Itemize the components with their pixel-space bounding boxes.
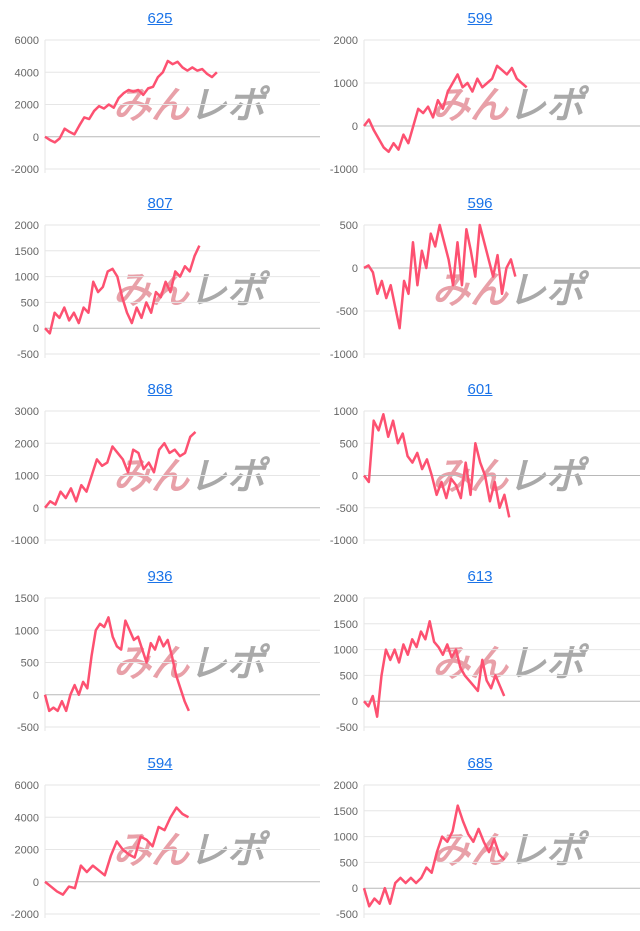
y-tick-label: 1500	[15, 593, 39, 605]
y-tick-label: 1000	[334, 78, 358, 90]
chart-panel-685: みんレポ 2000 1500 1000 500 0 -500 685	[320, 745, 640, 931]
y-tick-label: -500	[336, 722, 358, 734]
chart-title-link[interactable]: 625	[147, 10, 173, 27]
y-tick-label: 2000	[334, 593, 358, 605]
line-chart: みんレポ 2000 1500 1000 500 0 -500	[15, 220, 320, 361]
y-tick-label: 0	[33, 877, 39, 889]
y-tick-label: 2000	[15, 438, 39, 450]
y-tick-label: -2000	[11, 909, 39, 921]
y-tick-label: 2000	[15, 220, 39, 232]
chart-title-link[interactable]: 596	[467, 195, 493, 212]
y-tick-label: -500	[336, 909, 358, 921]
y-tick-label: -500	[17, 349, 39, 361]
chart-panel-601: みんレポ 1000 500 0 -500 -1000 601	[320, 371, 640, 557]
line-chart: みんレポ 2000 1500 1000 500 0 -500	[334, 593, 640, 734]
y-tick-label: 500	[21, 297, 39, 309]
y-tick-label: -1000	[330, 535, 358, 547]
series-line	[363, 64, 528, 154]
y-tick-label: 0	[352, 263, 358, 275]
watermark-logo: みんレポ	[432, 641, 590, 685]
y-tick-label: 4000	[15, 67, 39, 79]
y-tick-label: 6000	[15, 780, 39, 792]
y-tick-label: 0	[352, 121, 358, 133]
chart-title-link[interactable]: 936	[147, 568, 173, 585]
y-tick-label: 4000	[15, 812, 39, 824]
y-tick-label: 1000	[334, 832, 358, 844]
y-tick-label: 0	[33, 503, 39, 515]
y-tick-label: 0	[33, 690, 39, 702]
y-tick-label: -1000	[330, 349, 358, 361]
y-tick-label: 0	[33, 323, 39, 335]
chart-title-link[interactable]: 594	[147, 755, 173, 772]
series-line	[43, 616, 190, 713]
y-tick-label: 3000	[15, 406, 39, 418]
chart-panel-596: みんレポ 500 0 -500 -1000 596	[320, 185, 640, 371]
y-tick-label: -2000	[11, 164, 39, 176]
y-tick-label: 2000	[15, 845, 39, 857]
y-tick-label: 1500	[334, 619, 358, 631]
y-tick-label: -500	[336, 306, 358, 318]
y-tick-label: 2000	[334, 780, 358, 792]
chart-title-link[interactable]: 868	[147, 381, 173, 398]
y-tick-label: 1000	[15, 272, 39, 284]
chart-title-link[interactable]: 685	[467, 755, 493, 772]
watermark-logo: みんレポ	[113, 268, 271, 312]
y-tick-label: -500	[17, 722, 39, 734]
series-line	[44, 245, 201, 335]
watermark-logo: みんレポ	[432, 268, 590, 312]
y-tick-label: 1500	[334, 806, 358, 818]
chart-title-link[interactable]: 601	[467, 381, 493, 398]
chart-title-link[interactable]: 807	[147, 195, 173, 212]
y-tick-label: -1000	[330, 164, 358, 176]
y-tick-label: 500	[340, 857, 358, 869]
series-line	[362, 804, 506, 908]
series-line	[44, 806, 190, 896]
y-tick-label: 2000	[15, 100, 39, 112]
chart-panel-625: みんレポ 6000 4000 2000 0 -2000 625	[0, 0, 320, 186]
y-tick-label: -500	[336, 503, 358, 515]
chart-panel-599: みんレポ 2000 1000 0 -1000 599	[320, 0, 640, 186]
chart-panel-613: みんレポ 2000 1500 1000 500 0 -500 613	[320, 558, 640, 744]
y-tick-label: 2000	[334, 35, 358, 47]
watermark-logo: みんレポ	[432, 83, 590, 127]
y-tick-label: 0	[352, 696, 358, 708]
chart-panel-594: みんレポ 6000 4000 2000 0 -2000 594	[0, 745, 320, 931]
chart-title-link[interactable]: 613	[467, 568, 493, 585]
y-tick-label: 500	[340, 670, 358, 682]
series-line	[363, 412, 511, 518]
y-tick-label: 0	[33, 132, 39, 144]
chart-title-link[interactable]: 599	[467, 10, 493, 27]
watermark-logo: みんレポ	[432, 828, 590, 872]
line-chart: みんレポ 2000 1500 1000 500 0 -500	[334, 780, 640, 921]
y-tick-label: 1000	[15, 625, 39, 637]
y-tick-label: 6000	[15, 35, 39, 47]
chart-panel-807: みんレポ 2000 1500 1000 500 0 -500 807	[0, 185, 320, 371]
y-tick-label: 1000	[15, 471, 39, 483]
series-line	[363, 619, 506, 718]
series-line	[44, 59, 218, 144]
line-chart: みんレポ 2000 1000 0 -1000	[330, 35, 640, 176]
chart-panel-868: みんレポ 3000 2000 1000 0 -1000 868	[0, 371, 320, 557]
chart-panel-936: みんレポ 1500 1000 500 0 -500 936	[0, 558, 320, 744]
y-tick-label: 1500	[15, 246, 39, 258]
line-chart: みんレポ 500 0 -500 -1000	[330, 220, 640, 361]
y-tick-label: 0	[352, 883, 358, 895]
y-tick-label: 1000	[334, 406, 358, 418]
y-tick-label: 1000	[334, 645, 358, 657]
y-tick-label: 500	[21, 658, 39, 670]
y-tick-label: 500	[340, 438, 358, 450]
y-tick-label: -1000	[11, 535, 39, 547]
y-tick-label: 500	[340, 220, 358, 232]
series-line	[44, 431, 197, 509]
y-tick-label: 0	[352, 471, 358, 483]
series-line	[363, 223, 517, 330]
